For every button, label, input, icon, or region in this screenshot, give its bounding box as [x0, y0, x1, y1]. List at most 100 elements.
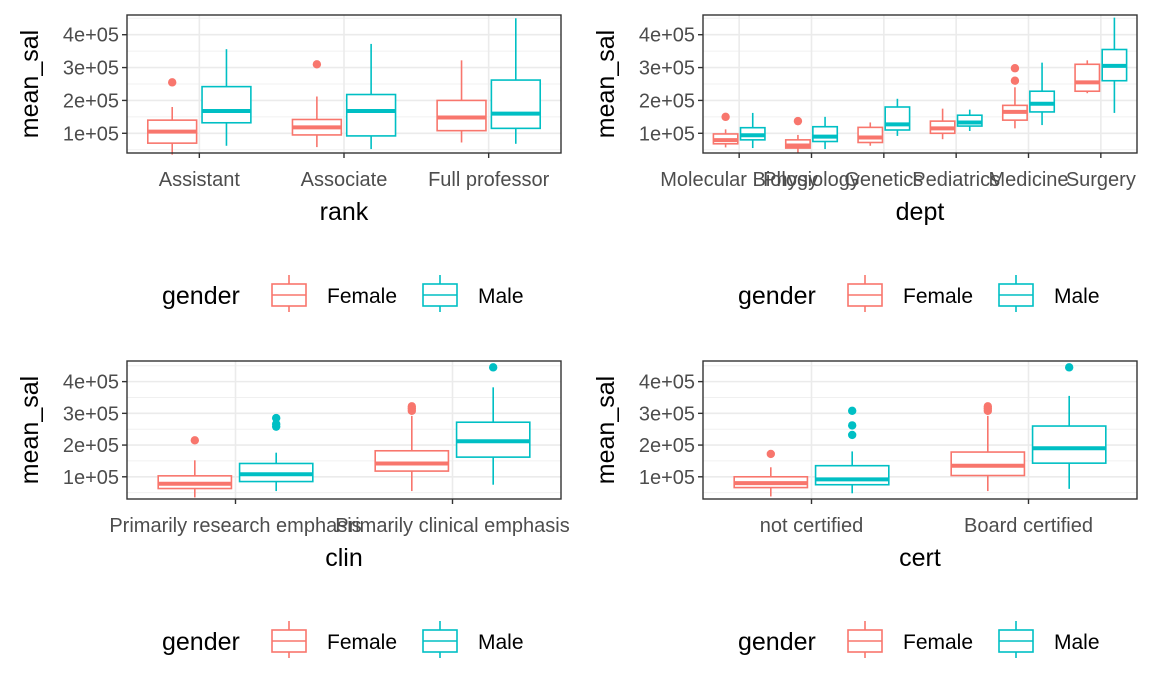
- box-iqr: [1031, 425, 1107, 464]
- box-outlier: [271, 419, 281, 429]
- legend-key-male: Male: [422, 621, 524, 658]
- chart-panel-cert: 1e+05 2e+05 3e+05 4e+05 not certified Board c…: [592, 360, 1138, 658]
- legend: gender Female Male: [162, 275, 524, 312]
- box-iqr: [490, 79, 542, 130]
- box-male-physiology: [812, 116, 839, 150]
- box-female-not-certified: [733, 449, 809, 497]
- x-tick-label: Full professor: [428, 169, 549, 191]
- y-tick-label: 1e+05: [63, 123, 119, 145]
- x-tick-label: Molecular Biology: [660, 169, 818, 191]
- legend-key-male: Male: [998, 275, 1100, 312]
- legend-label-female: Female: [903, 631, 973, 654]
- box-outlier: [721, 112, 730, 122]
- box-female-genetics: [857, 122, 884, 146]
- box-male-primarily-research-emphasis: [238, 413, 314, 492]
- legend: gender Female Male: [738, 621, 1100, 658]
- box-male-pediatrics: [956, 109, 983, 131]
- box-female-pediatrics: [929, 108, 956, 140]
- box-iqr: [814, 464, 890, 486]
- x-axis-title: clin: [325, 544, 363, 572]
- panel-border: [126, 360, 562, 500]
- box-outlier: [847, 421, 857, 430]
- box-male-medicine: [1029, 62, 1056, 126]
- x-tick-label: Assistant: [159, 169, 241, 191]
- box-outlier: [168, 78, 177, 87]
- box-male-associate: [345, 43, 397, 150]
- box-male-assistant: [201, 49, 252, 146]
- box-outlier: [766, 449, 776, 459]
- y-tick-label: 3e+05: [63, 58, 119, 80]
- box-female-medicine: [1001, 64, 1028, 129]
- x-tick-label: Pediatrics: [912, 169, 1000, 191]
- chart-panel-rank: 1e+05 2e+05 3e+05 4e+05 Assistant Associate Fu…: [16, 14, 562, 312]
- box-female-surgery: [1074, 60, 1101, 94]
- legend-key-male: Male: [422, 275, 524, 312]
- legend-key-female: Female: [271, 621, 397, 658]
- box-iqr: [857, 126, 884, 144]
- x-tick-label: Surgery: [1066, 169, 1136, 191]
- x-axis-title: dept: [896, 198, 945, 226]
- box-female-full-professor: [436, 60, 487, 143]
- y-tick-label: 1e+05: [639, 123, 695, 145]
- y-tick-label: 4e+05: [639, 372, 695, 394]
- legend-label-male: Male: [478, 285, 524, 308]
- box-male-molecular-biology: [739, 112, 766, 149]
- y-tick-label: 4e+05: [63, 372, 119, 394]
- x-tick-label: Genetics: [844, 169, 923, 191]
- box-female-assistant: [146, 78, 198, 155]
- y-axis-title: mean_sal: [16, 376, 44, 484]
- box-outlier: [793, 116, 803, 126]
- x-tick-label: not certified: [760, 515, 863, 537]
- x-tick-label: Associate: [301, 169, 388, 191]
- x-axis-title: rank: [320, 198, 369, 226]
- y-tick-label: 3e+05: [639, 58, 695, 80]
- x-tick-label: Physiology: [763, 169, 860, 191]
- box-iqr: [201, 85, 252, 124]
- y-tick-label: 4e+05: [639, 25, 695, 47]
- y-tick-label: 1e+05: [63, 467, 119, 489]
- legend-label-male: Male: [1054, 285, 1100, 308]
- box-outlier: [407, 402, 417, 411]
- box-outlier: [312, 60, 322, 69]
- box-male-primarily-clinical-emphasis: [455, 363, 531, 485]
- box-male-board-certified: [1031, 363, 1107, 489]
- legend-label-male: Male: [478, 631, 524, 654]
- box-outlier: [847, 430, 857, 440]
- y-tick-label: 3e+05: [639, 403, 695, 425]
- y-tick-label: 3e+05: [63, 403, 119, 425]
- box-female-physiology: [784, 116, 811, 153]
- legend-key-female: Female: [271, 275, 397, 312]
- box-iqr: [812, 125, 839, 143]
- x-tick-label: Board certified: [964, 515, 1093, 537]
- panel-border: [702, 360, 1138, 500]
- legend-title: gender: [738, 282, 816, 310]
- box-outlier: [1010, 76, 1020, 85]
- x-tick-label: Primarily research emphasis: [109, 515, 361, 537]
- box-female-primarily-clinical-emphasis: [374, 402, 450, 492]
- y-tick-label: 2e+05: [639, 90, 695, 112]
- box-outlier: [847, 406, 857, 416]
- y-tick-label: 2e+05: [63, 90, 119, 112]
- legend-title: gender: [162, 628, 240, 656]
- box-iqr: [345, 93, 397, 137]
- legend-label-female: Female: [327, 285, 397, 308]
- legend-label-female: Female: [903, 285, 973, 308]
- legend-key-female: Female: [847, 621, 973, 658]
- box-outlier: [983, 402, 993, 411]
- panel-border: [702, 14, 1138, 154]
- box-outlier: [1010, 64, 1020, 73]
- y-tick-label: 1e+05: [639, 467, 695, 489]
- chart-panel-clin: 1e+05 2e+05 3e+05 4e+05 Primarily research e…: [16, 360, 570, 658]
- legend: gender Female Male: [738, 275, 1100, 312]
- legend-label-female: Female: [327, 631, 397, 654]
- box-iqr: [1029, 90, 1056, 113]
- legend-title: gender: [738, 628, 816, 656]
- x-tick-label: Primarily clinical emphasis: [335, 515, 570, 537]
- box-male-full-professor: [490, 18, 542, 144]
- chart-panel-dept: 1e+05 2e+05 3e+05 4e+05 Molecular BiologyPhy…: [592, 14, 1138, 312]
- y-tick-label: 2e+05: [639, 435, 695, 457]
- box-outlier: [488, 363, 498, 372]
- box-outlier: [1064, 363, 1074, 372]
- box-outlier: [190, 436, 200, 445]
